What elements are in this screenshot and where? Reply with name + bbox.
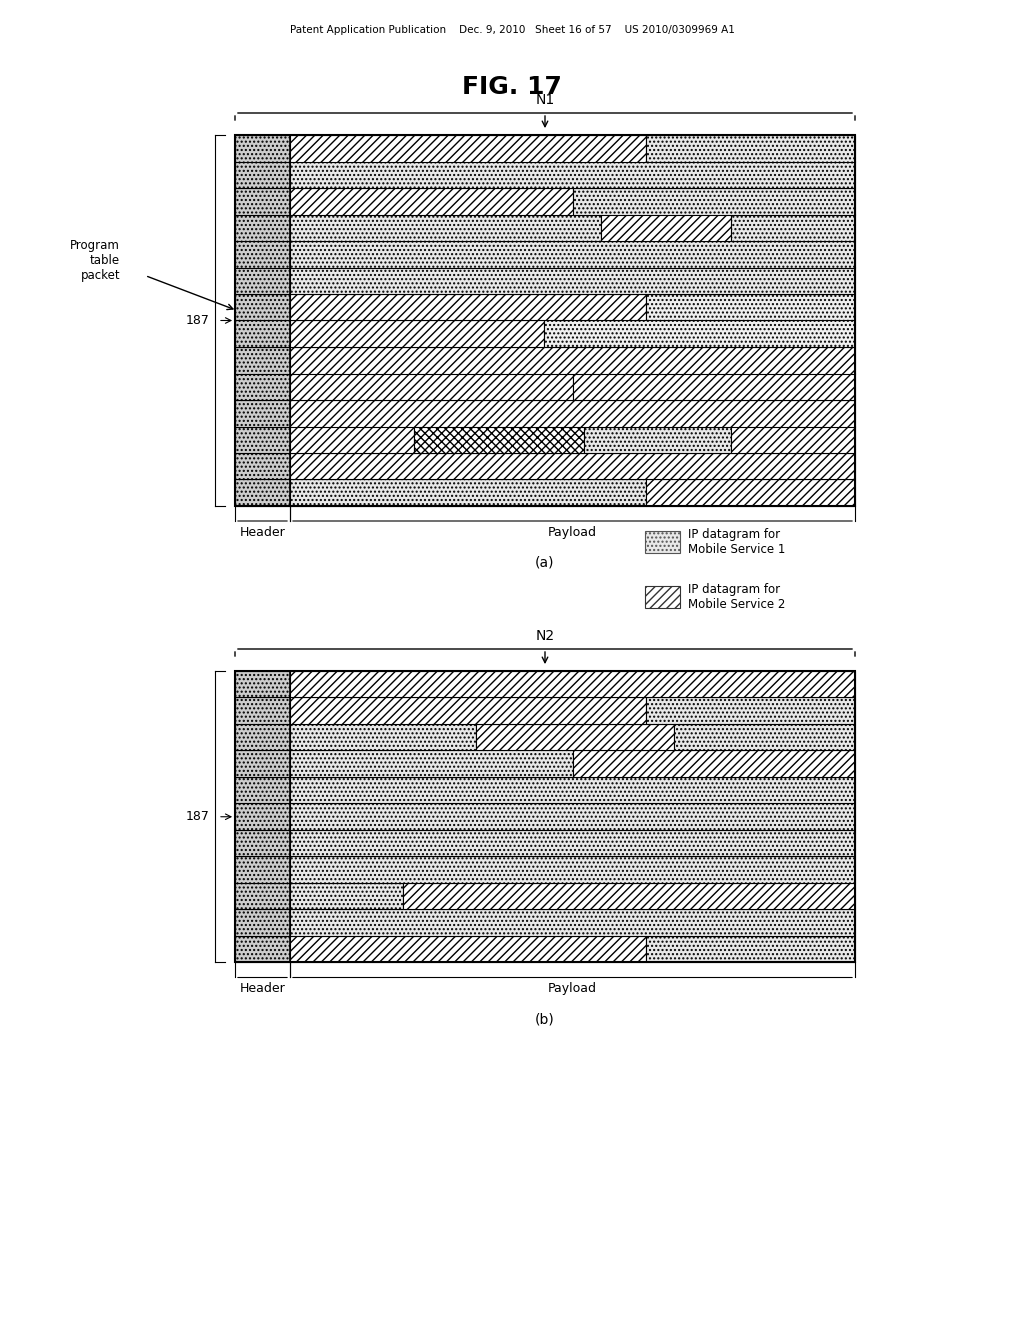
Bar bbox=[234, 400, 290, 426]
Bar bbox=[290, 347, 855, 374]
Bar bbox=[601, 214, 731, 242]
Bar bbox=[646, 479, 855, 506]
Bar bbox=[290, 671, 855, 697]
Bar bbox=[731, 214, 855, 242]
Bar bbox=[290, 936, 646, 962]
Text: 187: 187 bbox=[186, 810, 210, 824]
Bar bbox=[290, 777, 855, 804]
Bar bbox=[290, 161, 855, 187]
Bar bbox=[290, 697, 646, 723]
Bar bbox=[290, 242, 855, 268]
Bar bbox=[234, 321, 290, 347]
Bar bbox=[290, 268, 855, 294]
Bar bbox=[645, 531, 680, 553]
Bar bbox=[290, 830, 855, 857]
Bar bbox=[234, 294, 290, 321]
Bar bbox=[646, 135, 855, 161]
Bar bbox=[572, 751, 855, 777]
Bar bbox=[290, 751, 572, 777]
Bar bbox=[234, 909, 290, 936]
Bar bbox=[572, 374, 855, 400]
Bar bbox=[234, 135, 855, 506]
Bar bbox=[234, 857, 290, 883]
Bar bbox=[234, 187, 290, 214]
Bar bbox=[234, 777, 290, 804]
Bar bbox=[234, 426, 290, 453]
Bar bbox=[290, 374, 572, 400]
Bar bbox=[646, 294, 855, 321]
Bar bbox=[234, 161, 290, 187]
Bar bbox=[290, 187, 572, 214]
Bar bbox=[403, 883, 855, 909]
Bar bbox=[290, 400, 855, 426]
Bar bbox=[290, 321, 544, 347]
Bar bbox=[234, 671, 855, 962]
Bar bbox=[234, 479, 290, 506]
Bar bbox=[646, 697, 855, 723]
Bar bbox=[290, 804, 855, 830]
Text: Payload: Payload bbox=[548, 982, 597, 995]
Bar bbox=[290, 883, 403, 909]
Text: FIG. 17: FIG. 17 bbox=[462, 75, 562, 99]
Bar bbox=[544, 321, 855, 347]
Text: Program
table
packet: Program table packet bbox=[70, 239, 120, 282]
Bar bbox=[234, 751, 290, 777]
Text: N1: N1 bbox=[536, 92, 555, 107]
Bar bbox=[234, 804, 290, 830]
Bar bbox=[290, 479, 646, 506]
Bar bbox=[290, 294, 646, 321]
Text: (a): (a) bbox=[536, 556, 555, 570]
Bar bbox=[234, 830, 290, 857]
Bar bbox=[234, 242, 290, 268]
Text: Payload: Payload bbox=[548, 525, 597, 539]
Bar bbox=[290, 453, 855, 479]
Text: Header: Header bbox=[240, 525, 286, 539]
Bar bbox=[645, 586, 680, 609]
Bar bbox=[415, 426, 584, 453]
Bar bbox=[234, 723, 290, 751]
Text: Patent Application Publication    Dec. 9, 2010   Sheet 16 of 57    US 2010/03099: Patent Application Publication Dec. 9, 2… bbox=[290, 25, 734, 36]
Bar bbox=[234, 697, 290, 723]
Bar bbox=[234, 214, 290, 242]
Bar bbox=[234, 936, 290, 962]
Text: Header: Header bbox=[240, 982, 286, 995]
Bar bbox=[584, 426, 731, 453]
Bar bbox=[234, 671, 290, 697]
Bar bbox=[290, 426, 415, 453]
Bar bbox=[731, 426, 855, 453]
Bar bbox=[234, 135, 290, 161]
Bar bbox=[646, 936, 855, 962]
Bar bbox=[290, 909, 855, 936]
Text: N2: N2 bbox=[536, 630, 555, 643]
Bar bbox=[234, 883, 290, 909]
Text: IP datagram for
Mobile Service 2: IP datagram for Mobile Service 2 bbox=[688, 583, 785, 611]
Bar bbox=[234, 268, 290, 294]
Bar bbox=[290, 214, 601, 242]
Text: (b): (b) bbox=[536, 1012, 555, 1027]
Bar bbox=[290, 723, 476, 751]
Text: 187: 187 bbox=[186, 314, 210, 327]
Bar bbox=[234, 453, 290, 479]
Bar bbox=[572, 187, 855, 214]
Bar bbox=[290, 857, 855, 883]
Bar bbox=[674, 723, 855, 751]
Bar bbox=[476, 723, 674, 751]
Text: IP datagram for
Mobile Service 1: IP datagram for Mobile Service 1 bbox=[688, 528, 785, 556]
Bar bbox=[234, 374, 290, 400]
Bar bbox=[290, 135, 646, 161]
Bar bbox=[234, 347, 290, 374]
